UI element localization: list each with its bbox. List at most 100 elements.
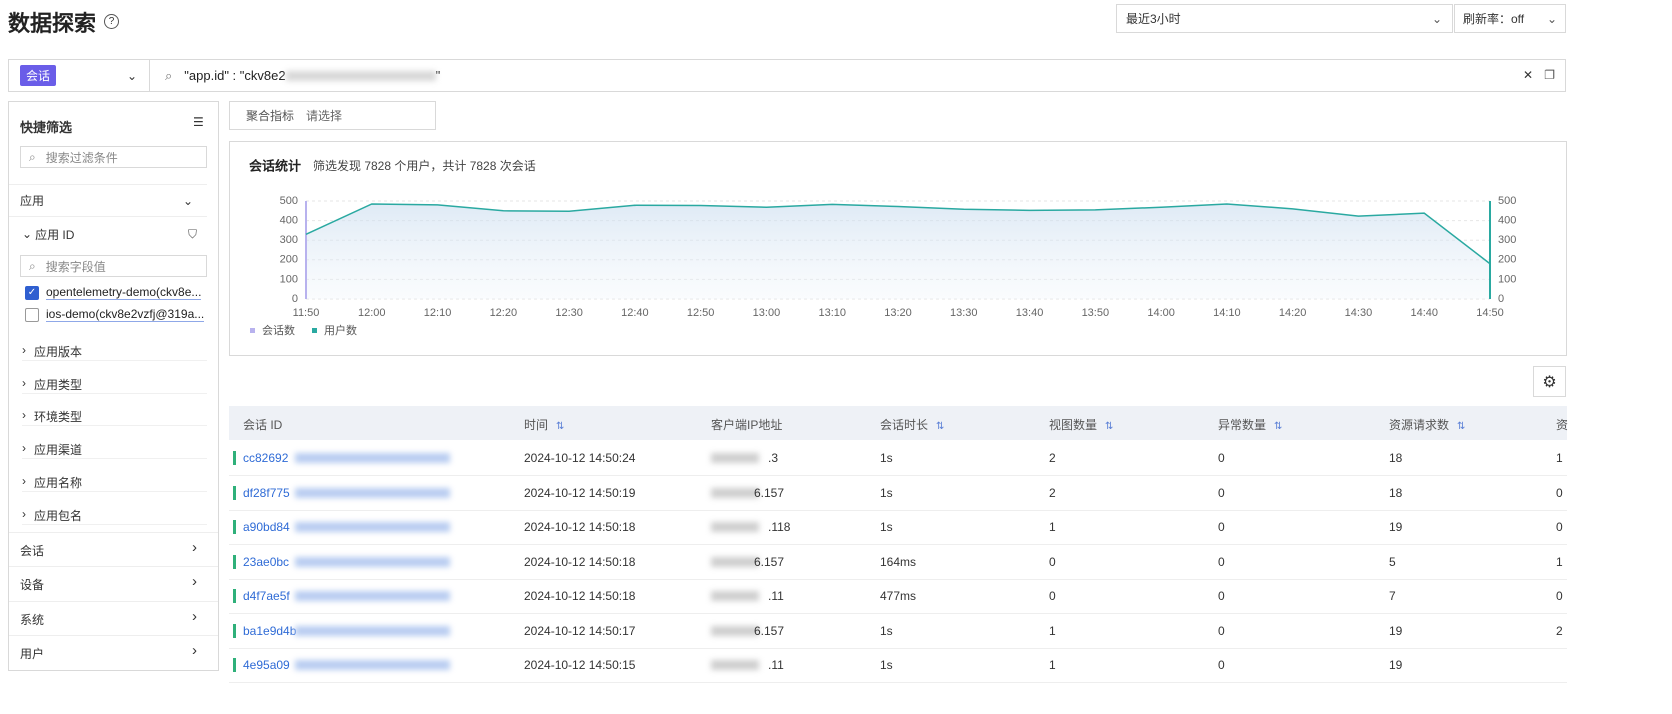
filter-item[interactable]: › — [22, 471, 207, 492]
sort-icon[interactable]: ⇅ — [556, 421, 565, 432]
row-marker — [233, 623, 236, 638]
scope-tag: 会话 — [20, 65, 57, 86]
column-header[interactable]: 异常数量 ⇅ — [1218, 418, 1283, 432]
x-tick-label: 13:40 — [1016, 307, 1044, 319]
refresh-select[interactable]: 刷新率：off ⌄ — [1454, 4, 1566, 33]
legend-swatch — [312, 328, 317, 333]
filter-item[interactable]: › — [22, 405, 207, 427]
cell: 19 — [1389, 658, 1403, 672]
chart-subtitle: 筛选发现 7828 个用户，共计 7828 次会话 — [313, 158, 536, 173]
filter-item[interactable]: › — [22, 504, 207, 525]
placeholder: 搜索字段值 — [45, 259, 106, 274]
sort-icon[interactable]: ⇅ — [936, 421, 945, 432]
ip-suffix: 6.157 — [754, 554, 785, 569]
filter-item[interactable]: › — [22, 373, 207, 394]
redacted — [711, 453, 759, 463]
x-tick-label: 14:50 — [1476, 307, 1504, 319]
legend-label: 用户数 — [324, 323, 357, 337]
time-range: 最近3小时 — [1126, 12, 1181, 26]
clear-filter[interactable]: ⛉ — [188, 227, 198, 241]
redacted — [711, 522, 759, 532]
clear-button[interactable]: ✕ — [1522, 68, 1533, 82]
redacted — [295, 625, 450, 636]
table-row — [229, 441, 1567, 476]
column-header: 会话 ID — [243, 418, 283, 432]
refresh-rate: 刷新率：off — [1463, 12, 1525, 26]
scope-select[interactable]: 会话 ⌄ — [9, 60, 150, 91]
checkbox[interactable] — [25, 308, 39, 322]
session-id[interactable]: ba1e9d4b — [243, 623, 297, 638]
session-id[interactable]: cc82692 — [243, 451, 289, 465]
time-select[interactable]: 最近3小时 ⌄ — [1116, 4, 1453, 33]
group-header[interactable]: 应用 ⌄ — [9, 184, 207, 217]
session-id[interactable]: df28f775 — [243, 485, 290, 500]
group-header[interactable] — [9, 600, 218, 636]
cell: 2024-10-12 14:50:18 — [524, 589, 636, 603]
chevron: › — [192, 641, 197, 659]
table-row — [229, 545, 1567, 580]
group-label: 会话 — [20, 544, 45, 558]
cell: 0 — [1556, 589, 1563, 603]
filter-search[interactable]: ⌕ 搜索过滤条件 — [20, 146, 207, 168]
redacted — [711, 660, 759, 670]
aggregate-select[interactable]: 聚合指标 请选择 — [229, 101, 436, 130]
chevron: › — [192, 573, 197, 591]
cell: 2024-10-12 14:50:19 — [524, 485, 636, 500]
redacted — [711, 591, 759, 601]
group-label: 设备 — [20, 578, 45, 593]
sort-icon[interactable]: ⇅ — [1105, 421, 1114, 432]
settings-button[interactable]: ⚙ — [1533, 366, 1566, 397]
column-header[interactable]: 视图数量 ⇅ — [1049, 418, 1114, 432]
column-header[interactable]: 资源请求数 ⇅ — [1389, 418, 1466, 432]
x-tick-label: 14:00 — [1147, 307, 1175, 319]
group-header[interactable] — [9, 634, 218, 670]
checkbox[interactable]: ✓ — [25, 286, 39, 300]
chart: 会话统计 筛选发现 7828 个用户，共计 7828 次会话 0 100 200 30… — [249, 158, 1516, 337]
ip-suffix: 6.157 — [754, 485, 785, 500]
page-title: 数据探索 — [8, 11, 97, 36]
cell: 0 — [1049, 589, 1056, 603]
x-tick-label: 14:10 — [1213, 307, 1241, 319]
redacted — [295, 556, 450, 567]
x-tick-label: 13:10 — [818, 307, 846, 319]
x-tick-label: 12:40 — [621, 307, 649, 319]
legend-swatch — [250, 328, 255, 333]
session-id[interactable]: 23ae0bc — [243, 554, 290, 569]
cell: 164ms — [880, 554, 917, 569]
cell: 1 — [1049, 623, 1056, 638]
collapse-icon[interactable]: ☰ — [193, 115, 204, 129]
query[interactable]: ⌕ "app.id" : "ckv8e2 " — [165, 67, 441, 84]
x-tick-label: 12:20 — [490, 307, 518, 319]
x-tick-label: 13:20 — [884, 307, 912, 319]
y2-tick-label: 100 — [1498, 273, 1516, 285]
session-id[interactable]: d4f7ae5f — [243, 589, 290, 603]
ip-suffix: .11 — [768, 658, 784, 672]
table-row — [229, 579, 1567, 614]
sort-icon[interactable]: ⇅ — [1274, 421, 1283, 432]
value-search[interactable]: ⌕ 搜索字段值 — [20, 255, 207, 277]
group-label: 系统 — [20, 612, 45, 627]
filter-header[interactable]: ⌄ 应用 ID — [22, 227, 75, 242]
table-row — [229, 510, 1567, 545]
group-header[interactable] — [9, 532, 218, 567]
sort-icon[interactable]: ⇅ — [1457, 421, 1466, 432]
session-id[interactable]: a90bd84 — [243, 520, 290, 534]
session-id[interactable]: 4e95a09 — [243, 658, 290, 672]
y2-tick-label: 500 — [1498, 195, 1516, 207]
help-icon[interactable]: ? — [104, 14, 119, 29]
row-marker — [233, 589, 236, 603]
filter-item[interactable]: › — [22, 340, 207, 361]
x-tick-label: 11:50 — [293, 307, 320, 319]
expand-button[interactable]: ❐ — [1544, 68, 1555, 82]
cell: 19 — [1389, 623, 1403, 638]
ip-suffix: .11 — [768, 589, 784, 603]
cell: 0 — [1218, 589, 1225, 603]
column-header[interactable]: 时间 ⇅ — [524, 418, 565, 432]
column-header[interactable]: 会话时长 ⇅ — [880, 418, 945, 432]
cell: 0 — [1556, 485, 1563, 500]
cell: 0 — [1218, 520, 1225, 534]
filter-item[interactable]: › — [22, 438, 207, 460]
query-text: "app.id" : "ckv8e2 — [184, 68, 286, 83]
group-header[interactable] — [9, 566, 218, 601]
redacted — [711, 625, 759, 636]
